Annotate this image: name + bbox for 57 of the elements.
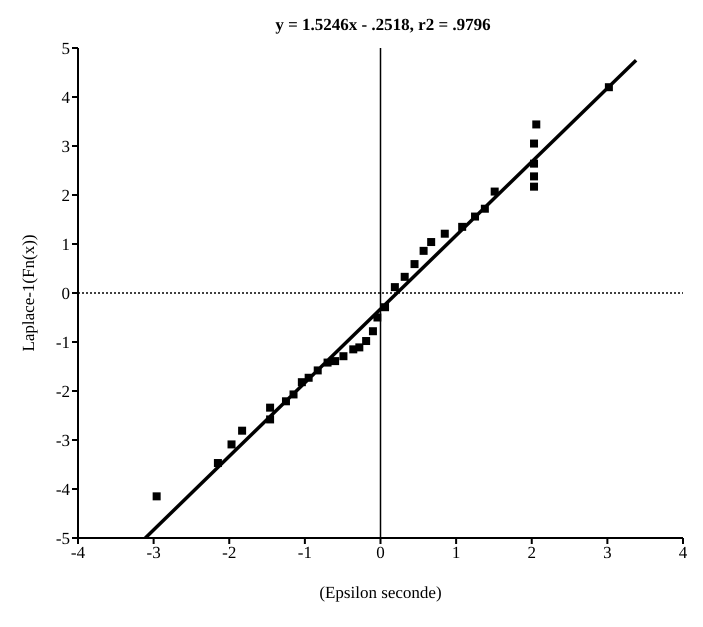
- point: [214, 459, 222, 468]
- x-tick-label: 2: [528, 543, 536, 562]
- y-tick-label: 1: [62, 235, 70, 254]
- point: [604, 83, 613, 92]
- point: [304, 374, 313, 382]
- x-tick-label: 4: [678, 543, 688, 562]
- point: [290, 390, 298, 398]
- point: [530, 182, 538, 191]
- point: [490, 188, 499, 196]
- chart-title: y = 1.5246x - .2518, r2 = .9796: [275, 15, 491, 34]
- point: [381, 303, 390, 312]
- point: [530, 140, 538, 148]
- point: [440, 230, 449, 238]
- point: [355, 343, 364, 352]
- y-tick-label: 0: [62, 284, 70, 304]
- y-tick-label: 3: [62, 137, 70, 156]
- point: [314, 366, 322, 374]
- y-tick-label: -5: [56, 529, 70, 548]
- point: [530, 172, 538, 180]
- x-tick-label: 3: [603, 543, 612, 562]
- point: [420, 246, 428, 255]
- point: [471, 212, 480, 221]
- point: [228, 440, 236, 448]
- point: [530, 160, 538, 168]
- point: [362, 337, 370, 346]
- y-tick-label: 2: [62, 186, 70, 206]
- y-tick-label: 5: [62, 39, 70, 58]
- point: [238, 426, 246, 435]
- point: [480, 204, 489, 213]
- point: [390, 283, 399, 292]
- point: [339, 352, 348, 360]
- point: [324, 358, 332, 367]
- point: [298, 378, 306, 386]
- point: [152, 492, 161, 500]
- x-tick-label: -2: [222, 543, 236, 562]
- x-tick-label: -1: [298, 543, 312, 562]
- x-tick-label: 0: [376, 543, 385, 562]
- x-tick-label: 1: [452, 543, 460, 562]
- y-tick-label: 4: [62, 88, 70, 108]
- y-tick-label: -2: [56, 382, 70, 402]
- y-tick-label: -1: [56, 333, 70, 352]
- point: [266, 415, 274, 424]
- x-tick-label: -3: [146, 543, 161, 562]
- point: [368, 327, 377, 336]
- x-axis-title: (Epsilon seconde): [319, 583, 442, 602]
- point: [427, 238, 436, 246]
- point: [400, 272, 409, 281]
- y-tick-label: -3: [56, 431, 70, 450]
- y-axis-title: Laplace-1(Fn(x)): [19, 234, 38, 352]
- point: [458, 222, 466, 231]
- point: [532, 120, 540, 128]
- point: [331, 357, 340, 366]
- point: [282, 397, 290, 406]
- y-tick-label: -4: [56, 480, 70, 500]
- point: [373, 314, 382, 322]
- point: [266, 404, 274, 412]
- point: [410, 260, 419, 268]
